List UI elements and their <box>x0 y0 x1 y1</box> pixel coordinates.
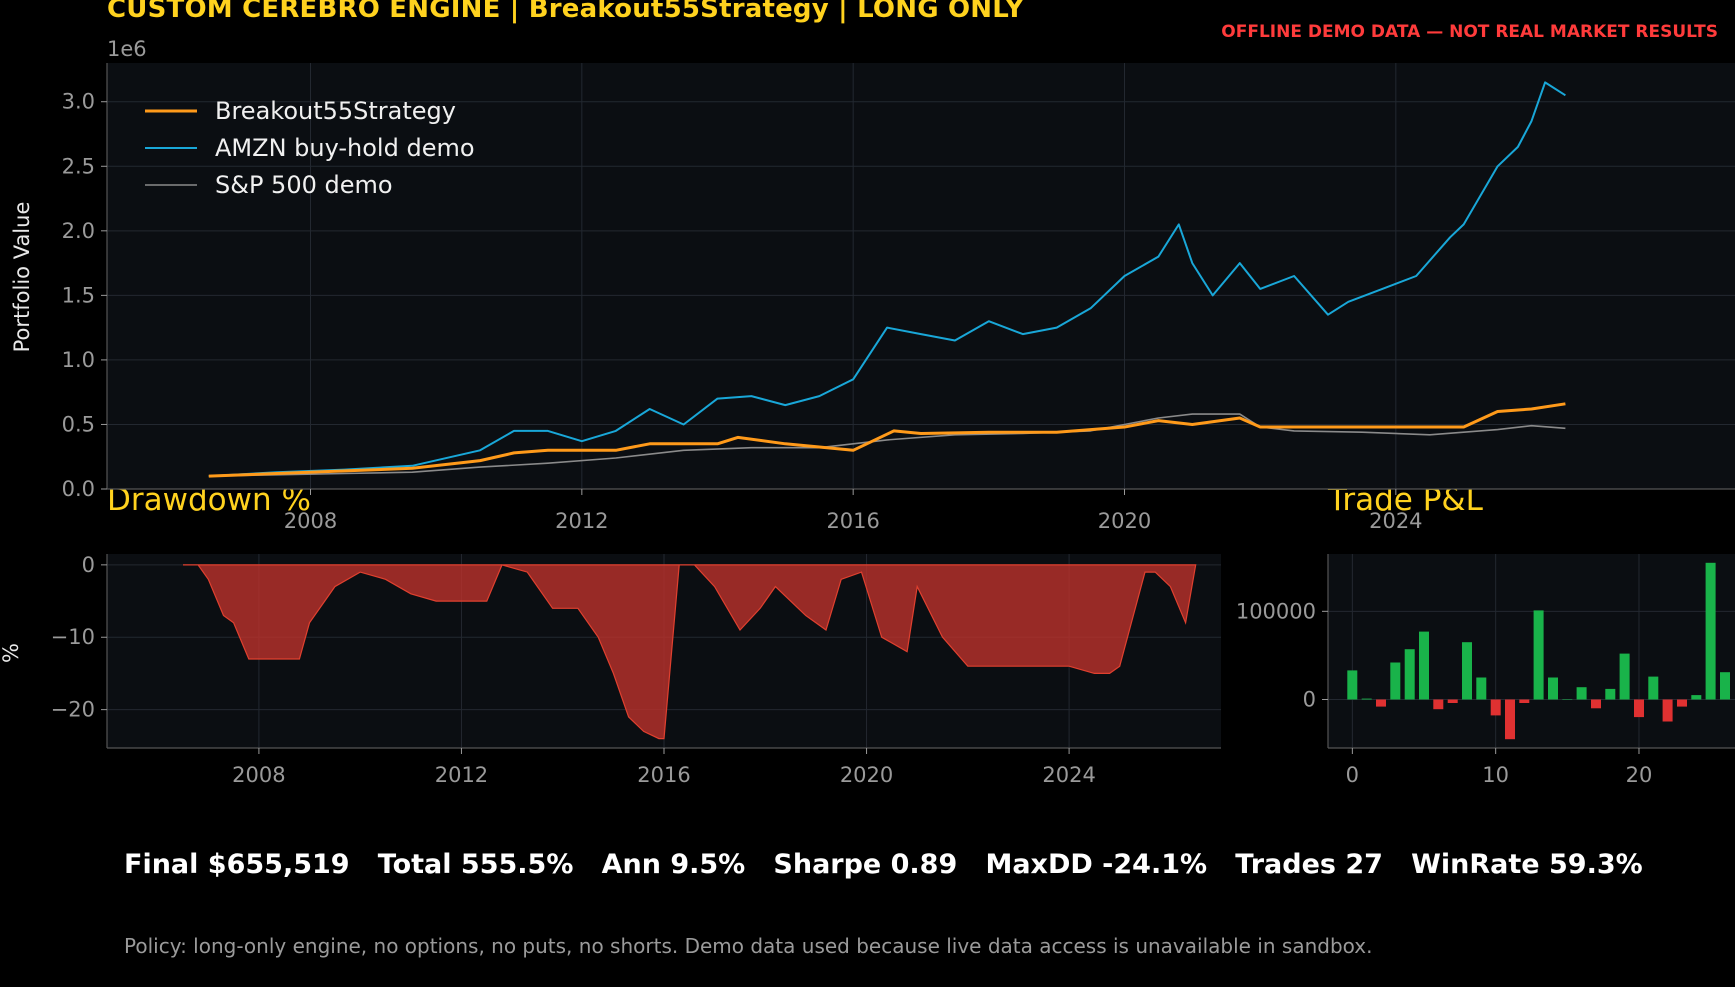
pnl-bar <box>1705 562 1716 700</box>
x-tick-label: 2024 <box>1369 509 1422 533</box>
y-tick-label: 0.0 <box>62 477 95 501</box>
policy-note: Policy: long-only engine, no options, no… <box>124 934 1373 958</box>
x-tick-label: 10 <box>1482 763 1509 787</box>
pnl-bar <box>1361 698 1372 700</box>
x-tick-label: 2016 <box>637 763 690 787</box>
pnl-bar <box>1519 699 1530 703</box>
drawdown-plot: 2008 2012 2016 2020 2024 0 −10 −20% <box>0 553 1221 787</box>
pnl-bar <box>1720 672 1730 700</box>
y-tick-label: 2.0 <box>62 219 95 243</box>
performance-stats: Final $655,519 Total 555.5% Ann 9.5% Sha… <box>124 849 1643 880</box>
trade-pnl-plot: 0 10 20 0 100000 <box>1236 554 1735 787</box>
y-tick-label: 2.5 <box>62 154 95 178</box>
y-tick-label: 1.0 <box>62 348 95 372</box>
x-tick-label: 2020 <box>840 763 893 787</box>
y-tick-label: 3.0 <box>62 90 95 114</box>
pnl-bar <box>1548 677 1558 700</box>
series-line-strategy <box>208 402 1566 478</box>
y-tick-label: 0 <box>1303 688 1316 712</box>
pnl-bar <box>1433 699 1444 710</box>
series-line-amzn <box>208 81 1566 478</box>
legend-label: S&P 500 demo <box>215 171 393 199</box>
y-axis-title: % <box>0 643 23 663</box>
y-axis-title: Portfolio Value <box>10 202 34 353</box>
x-tick-label: 2012 <box>555 509 608 533</box>
y-tick-label: −20 <box>51 698 95 722</box>
pnl-bar <box>1562 699 1573 700</box>
legend-label: Breakout55Strategy <box>215 97 456 125</box>
pnl-bar <box>1490 699 1501 716</box>
plot-background <box>107 63 1735 489</box>
pnl-bar <box>1591 699 1601 709</box>
y-tick-label: 0.5 <box>62 412 95 436</box>
pnl-bar <box>1404 649 1415 700</box>
chart-title: CUSTOM CEREBRO ENGINE | Breakout55Strate… <box>107 0 1024 24</box>
x-tick-label: 2016 <box>826 509 879 533</box>
x-tick-label: 2012 <box>435 763 488 787</box>
pnl-bar <box>1376 699 1386 707</box>
pnl-bar <box>1648 676 1659 700</box>
y-tick-label: 1.5 <box>62 283 95 307</box>
y-tick-label: −10 <box>51 625 95 649</box>
x-tick-label: 0 <box>1346 763 1359 787</box>
x-tick-label: 2024 <box>1042 763 1095 787</box>
y-tick-label: 100000 <box>1236 599 1316 623</box>
pnl-bar <box>1447 699 1458 703</box>
drawdown-area <box>183 564 1197 740</box>
pnl-bar <box>1576 687 1587 700</box>
pnl-bar <box>1677 699 1687 707</box>
x-tick-label: 20 <box>1626 763 1653 787</box>
pnl-bar <box>1691 695 1702 700</box>
pnl-bar <box>1419 631 1429 700</box>
pnl-bar <box>1347 670 1358 700</box>
y-tick-label: 0 <box>82 553 95 577</box>
pnl-bar <box>1390 662 1401 700</box>
pnl-bar <box>1533 610 1544 700</box>
plot-background <box>1328 554 1735 748</box>
x-tick-label: 2008 <box>284 509 337 533</box>
y-offset-label: 1e6 <box>107 37 147 61</box>
pnl-bar <box>1619 653 1630 700</box>
portfolio-value-plot: 2008 2012 2016 2020 2024 0.0 0.5 1.0 1.5 2.0 2.5 3.… <box>10 37 1735 533</box>
pnl-bar <box>1505 699 1515 740</box>
pnl-bar <box>1634 699 1644 718</box>
x-tick-label: 2020 <box>1098 509 1151 533</box>
demo-data-warning: OFFLINE DEMO DATA — NOT REAL MARKET RESU… <box>1221 22 1718 42</box>
legend-label: AMZN buy-hold demo <box>215 134 475 162</box>
pnl-bar <box>1605 688 1616 700</box>
pnl-bar <box>1462 642 1472 700</box>
pnl-bar <box>1476 677 1487 700</box>
x-tick-label: 2008 <box>232 763 285 787</box>
pnl-bar <box>1662 699 1673 722</box>
